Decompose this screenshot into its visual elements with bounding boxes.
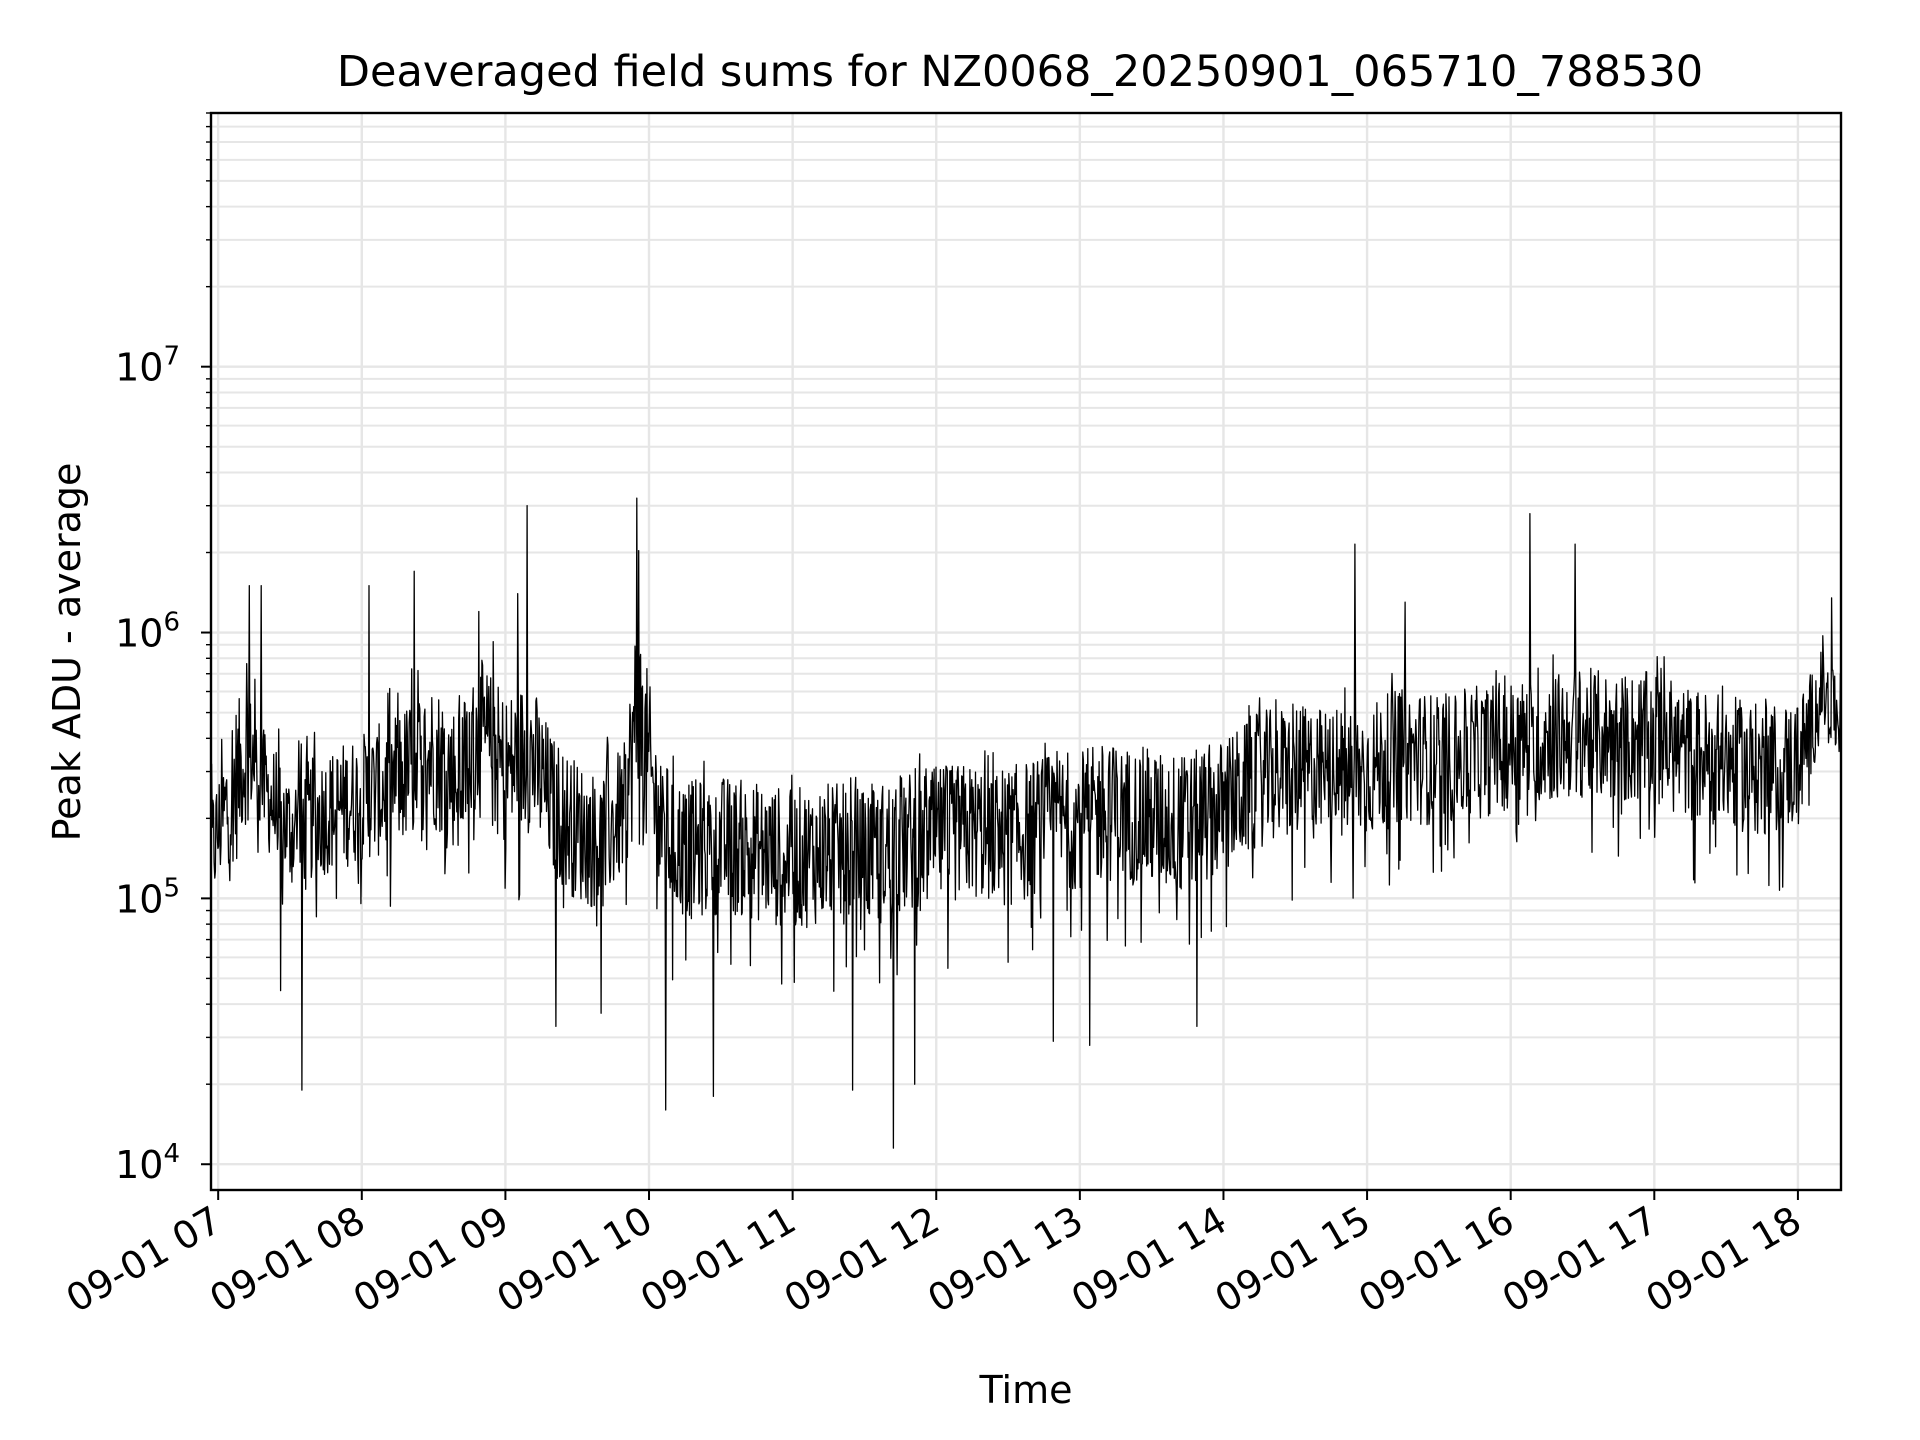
- y-tick-label: 105: [115, 873, 180, 921]
- y-tick-label: 106: [115, 608, 180, 656]
- series-layer: [210, 497, 1842, 1149]
- y-tick-label: 107: [115, 342, 180, 390]
- x-axis-label: Time: [979, 1368, 1073, 1412]
- chart-title: Deaveraged field sums for NZ0068_2025090…: [337, 47, 1703, 97]
- plot-frame: [209, 111, 1843, 1192]
- y-axis-label: Peak ADU - average: [45, 463, 89, 842]
- series-line: [210, 497, 1842, 1149]
- y-tick-layer: 104 105 106 107: [115, 112, 211, 1187]
- y-tick-label: 104: [115, 1139, 180, 1187]
